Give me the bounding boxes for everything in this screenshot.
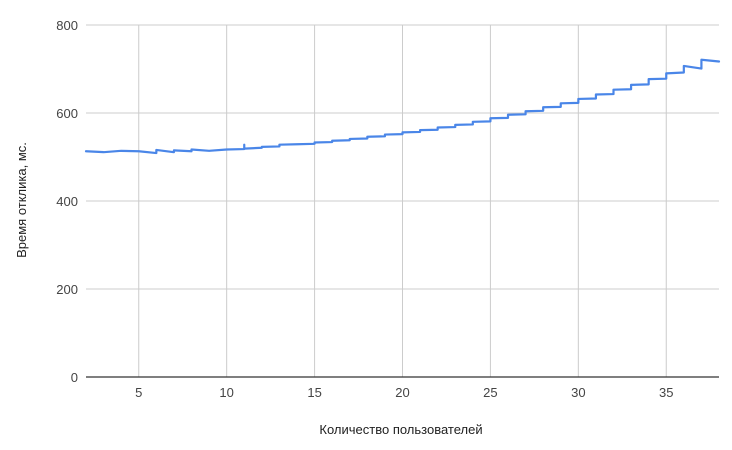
x-tick-label: 30 (571, 385, 585, 400)
y-tick-label: 0 (71, 370, 78, 385)
x-tick-label: 10 (219, 385, 233, 400)
x-tick-label: 20 (395, 385, 409, 400)
tick-labels: 0 200 400 600 800 5 10 15 20 25 30 35 (56, 18, 673, 400)
x-tick-label: 25 (483, 385, 497, 400)
x-axis-title: Количество пользователей (319, 422, 482, 437)
x-tick-label: 5 (135, 385, 142, 400)
y-tick-label: 400 (56, 194, 78, 209)
series-line (84, 58, 721, 155)
series-layer (84, 58, 721, 155)
grid-lines (86, 24, 719, 377)
x-tick-label: 15 (307, 385, 321, 400)
x-tick-label: 35 (659, 385, 673, 400)
y-tick-label: 600 (56, 106, 78, 121)
y-tick-label: 200 (56, 282, 78, 297)
y-axis-title: Время отклика, мс. (14, 142, 29, 258)
y-tick-label: 800 (56, 18, 78, 33)
